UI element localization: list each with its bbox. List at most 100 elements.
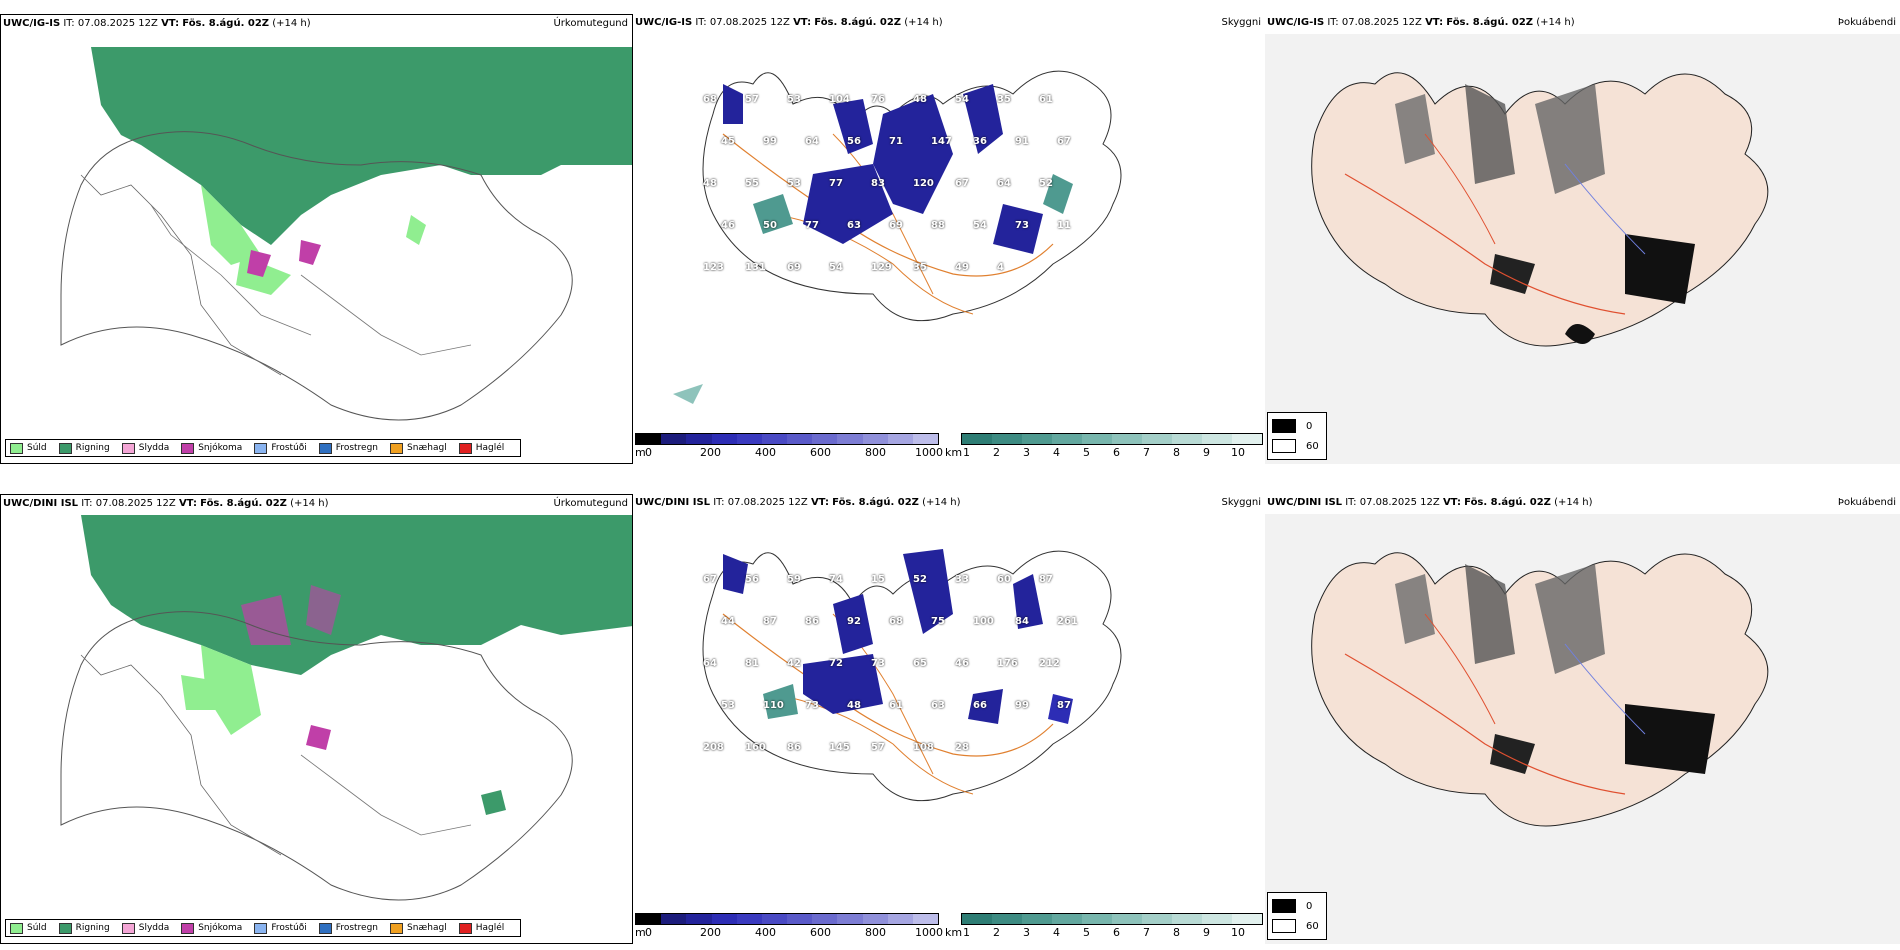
swatch-sudl [10, 442, 23, 454]
ceiling-value-label: 77 [805, 220, 819, 231]
ceiling-value-label: 57 [871, 742, 885, 753]
ceiling-value-label: 52 [1039, 178, 1053, 189]
panel-header-row1-c: UWC/IG-IS IT: 07.08.2025 12Z VT: Fös. 8.… [1267, 17, 1575, 28]
ceiling-value-label: 131 [745, 262, 766, 273]
ceiling-value-label: 48 [913, 94, 927, 105]
precip-map-row1 [60, 47, 632, 421]
ceiling-value-label: 83 [871, 178, 885, 189]
ceiling-value-label: 33 [955, 574, 969, 585]
ceiling-value-label: 52 [913, 574, 927, 585]
ceiling-map-row1 [673, 70, 1122, 404]
ceiling-value-label: 64 [805, 136, 819, 147]
ceiling-unit-row2: m [635, 926, 646, 939]
ceiling-value-label: 66 [973, 700, 987, 711]
visibility-unit-row2: km [945, 926, 963, 939]
ceiling-value-label: 104 [829, 94, 850, 105]
ceiling-value-label: 147 [931, 136, 952, 147]
ceiling-value-label: 212 [1039, 658, 1060, 669]
ceiling-ticks-row2: 0 200 400 600 800 1000 [645, 926, 943, 939]
ceiling-value-label: 81 [745, 658, 759, 669]
ceiling-value-label: 53 [787, 178, 801, 189]
ceiling-value-label: 56 [745, 574, 759, 585]
ceiling-value-label: 64 [703, 658, 717, 669]
ceiling-value-label: 74 [829, 574, 843, 585]
ceiling-value-label: 99 [1015, 700, 1029, 711]
ceiling-value-label: 75 [931, 616, 945, 627]
ceiling-value-label: 69 [787, 262, 801, 273]
ceiling-colorbar-row1 [635, 433, 939, 445]
ceiling-value-label: 53 [787, 94, 801, 105]
ceiling-value-label: 4 [997, 262, 1004, 273]
fog-index-panel-row2: UWC/DINI ISL IT: 07.08.2025 12Z VT: Fös.… [1265, 494, 1900, 944]
ceiling-value-label: 36 [973, 136, 987, 147]
panel-header-row2-a: UWC/DINI ISL IT: 07.08.2025 12Z VT: Fös.… [3, 498, 329, 509]
ceiling-value-label: 45 [721, 136, 735, 147]
panel-header-row2-b: UWC/DINI ISL IT: 07.08.2025 12Z VT: Fös.… [635, 497, 961, 508]
ceiling-value-label: 84 [1015, 616, 1029, 627]
ceiling-value-label: 120 [913, 178, 934, 189]
ceiling-value-label: 54 [973, 220, 987, 231]
precip-panel-title-row2: Úrkomutegund [553, 498, 628, 509]
ceiling-value-label: 87 [1039, 574, 1053, 585]
ceiling-map-row2 [702, 549, 1122, 802]
visibility-unit: km [945, 446, 963, 459]
ceiling-value-label: 63 [847, 220, 861, 231]
ceiling-value-label: 68 [889, 616, 903, 627]
ceiling-value-label: 100 [973, 616, 994, 627]
ceiling-value-label: 63 [931, 700, 945, 711]
ceiling-value-label: 60 [997, 574, 1011, 585]
ceiling-value-label: 67 [1057, 136, 1071, 147]
precip-panel-title: Úrkomutegund [553, 18, 628, 29]
ceiling-value-label: 48 [847, 700, 861, 711]
precip-type-panel-row1: UWC/IG-IS IT: 07.08.2025 12Z VT: Fös. 8.… [0, 14, 633, 464]
ceiling-value-label: 86 [787, 742, 801, 753]
precip-legend-row1: Súld Rigning Slydda Snjókoma Frostúði Fr… [5, 439, 522, 457]
ceiling-colorbar-row2 [635, 913, 939, 925]
precip-map-row2 [60, 515, 632, 901]
fog-map-row2 [1265, 514, 1900, 944]
panel-header-row1-b: UWC/IG-IS IT: 07.08.2025 12Z VT: Fös. 8.… [635, 17, 943, 28]
ceiling-value-label: 123 [703, 262, 724, 273]
ceiling-value-label: 99 [763, 136, 777, 147]
ceiling-value-label: 56 [847, 136, 861, 147]
ceiling-value-label: 11 [1057, 220, 1071, 231]
fog-legend-row1: 0 60 [1267, 412, 1327, 460]
fog-panel-title-row2: Þokuábendi [1837, 497, 1896, 508]
visibility-ticks-row1: 1 2 3 4 5 6 7 8 9 10 [963, 446, 1245, 459]
ceiling-value-label: 54 [829, 262, 843, 273]
ceiling-value-label: 54 [955, 94, 969, 105]
ceiling-panel-title: Skyggni [1221, 17, 1261, 28]
ceiling-value-label: 145 [829, 742, 850, 753]
ceiling-value-label: 110 [763, 700, 784, 711]
ceiling-value-label: 49 [955, 262, 969, 273]
ceiling-value-label: 59 [787, 574, 801, 585]
ceiling-value-label: 91 [1015, 136, 1029, 147]
ceiling-value-label: 35 [913, 262, 927, 273]
fog-panel-title: Þokuábendi [1837, 17, 1896, 28]
fog-map-row1 [1265, 34, 1900, 464]
ceiling-value-label: 50 [763, 220, 777, 231]
ceiling-value-label: 71 [889, 136, 903, 147]
ceiling-value-label: 69 [889, 220, 903, 231]
ceiling-value-label: 129 [871, 262, 892, 273]
precip-type-panel-row2: UWC/DINI ISL IT: 07.08.2025 12Z VT: Fös.… [0, 494, 633, 944]
visibility-colorbar-row1 [961, 433, 1263, 445]
ceiling-value-label: 73 [805, 700, 819, 711]
panel-header-row2-c: UWC/DINI ISL IT: 07.08.2025 12Z VT: Fös.… [1267, 497, 1593, 508]
visibility-ticks-row2: 1 2 3 4 5 6 7 8 9 10 [963, 926, 1245, 939]
ceiling-value-label: 87 [763, 616, 777, 627]
ceiling-value-label: 86 [805, 616, 819, 627]
ceiling-value-label: 76 [871, 94, 885, 105]
ceiling-value-label: 35 [997, 94, 1011, 105]
ceiling-value-label: 28 [955, 742, 969, 753]
ceiling-value-label: 48 [703, 178, 717, 189]
ceiling-value-label: 87 [1057, 700, 1071, 711]
ceiling-value-label: 53 [721, 700, 735, 711]
panel-header-row1-a: UWC/IG-IS IT: 07.08.2025 12Z VT: Fös. 8.… [3, 18, 311, 29]
ceiling-value-label: 67 [955, 178, 969, 189]
ceiling-value-label: 68 [703, 94, 717, 105]
ceiling-panel-title-row2: Skyggni [1221, 497, 1261, 508]
model-name: UWC/IG-IS [3, 18, 61, 29]
ceiling-value-label: 261 [1057, 616, 1078, 627]
ceiling-value-label: 61 [1039, 94, 1053, 105]
